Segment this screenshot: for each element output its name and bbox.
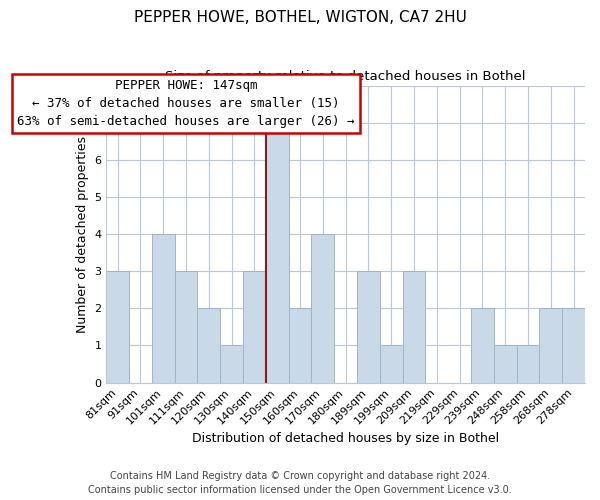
Text: Contains HM Land Registry data © Crown copyright and database right 2024.
Contai: Contains HM Land Registry data © Crown c…: [88, 471, 512, 495]
Bar: [539, 308, 562, 382]
Bar: [357, 271, 380, 382]
Bar: [220, 346, 243, 383]
Bar: [266, 122, 289, 382]
Bar: [471, 308, 494, 382]
Bar: [152, 234, 175, 382]
Y-axis label: Number of detached properties: Number of detached properties: [76, 136, 89, 332]
Bar: [380, 346, 403, 383]
Bar: [517, 346, 539, 383]
Text: PEPPER HOWE, BOTHEL, WIGTON, CA7 2HU: PEPPER HOWE, BOTHEL, WIGTON, CA7 2HU: [134, 10, 466, 25]
Bar: [289, 308, 311, 382]
Bar: [403, 271, 425, 382]
Bar: [175, 271, 197, 382]
Bar: [106, 271, 129, 382]
Text: PEPPER HOWE: 147sqm
← 37% of detached houses are smaller (15)
63% of semi-detach: PEPPER HOWE: 147sqm ← 37% of detached ho…: [17, 79, 355, 128]
Bar: [494, 346, 517, 383]
Title: Size of property relative to detached houses in Bothel: Size of property relative to detached ho…: [166, 70, 526, 83]
Bar: [197, 308, 220, 382]
Bar: [311, 234, 334, 382]
Bar: [243, 271, 266, 382]
Bar: [562, 308, 585, 382]
X-axis label: Distribution of detached houses by size in Bothel: Distribution of detached houses by size …: [192, 432, 499, 445]
